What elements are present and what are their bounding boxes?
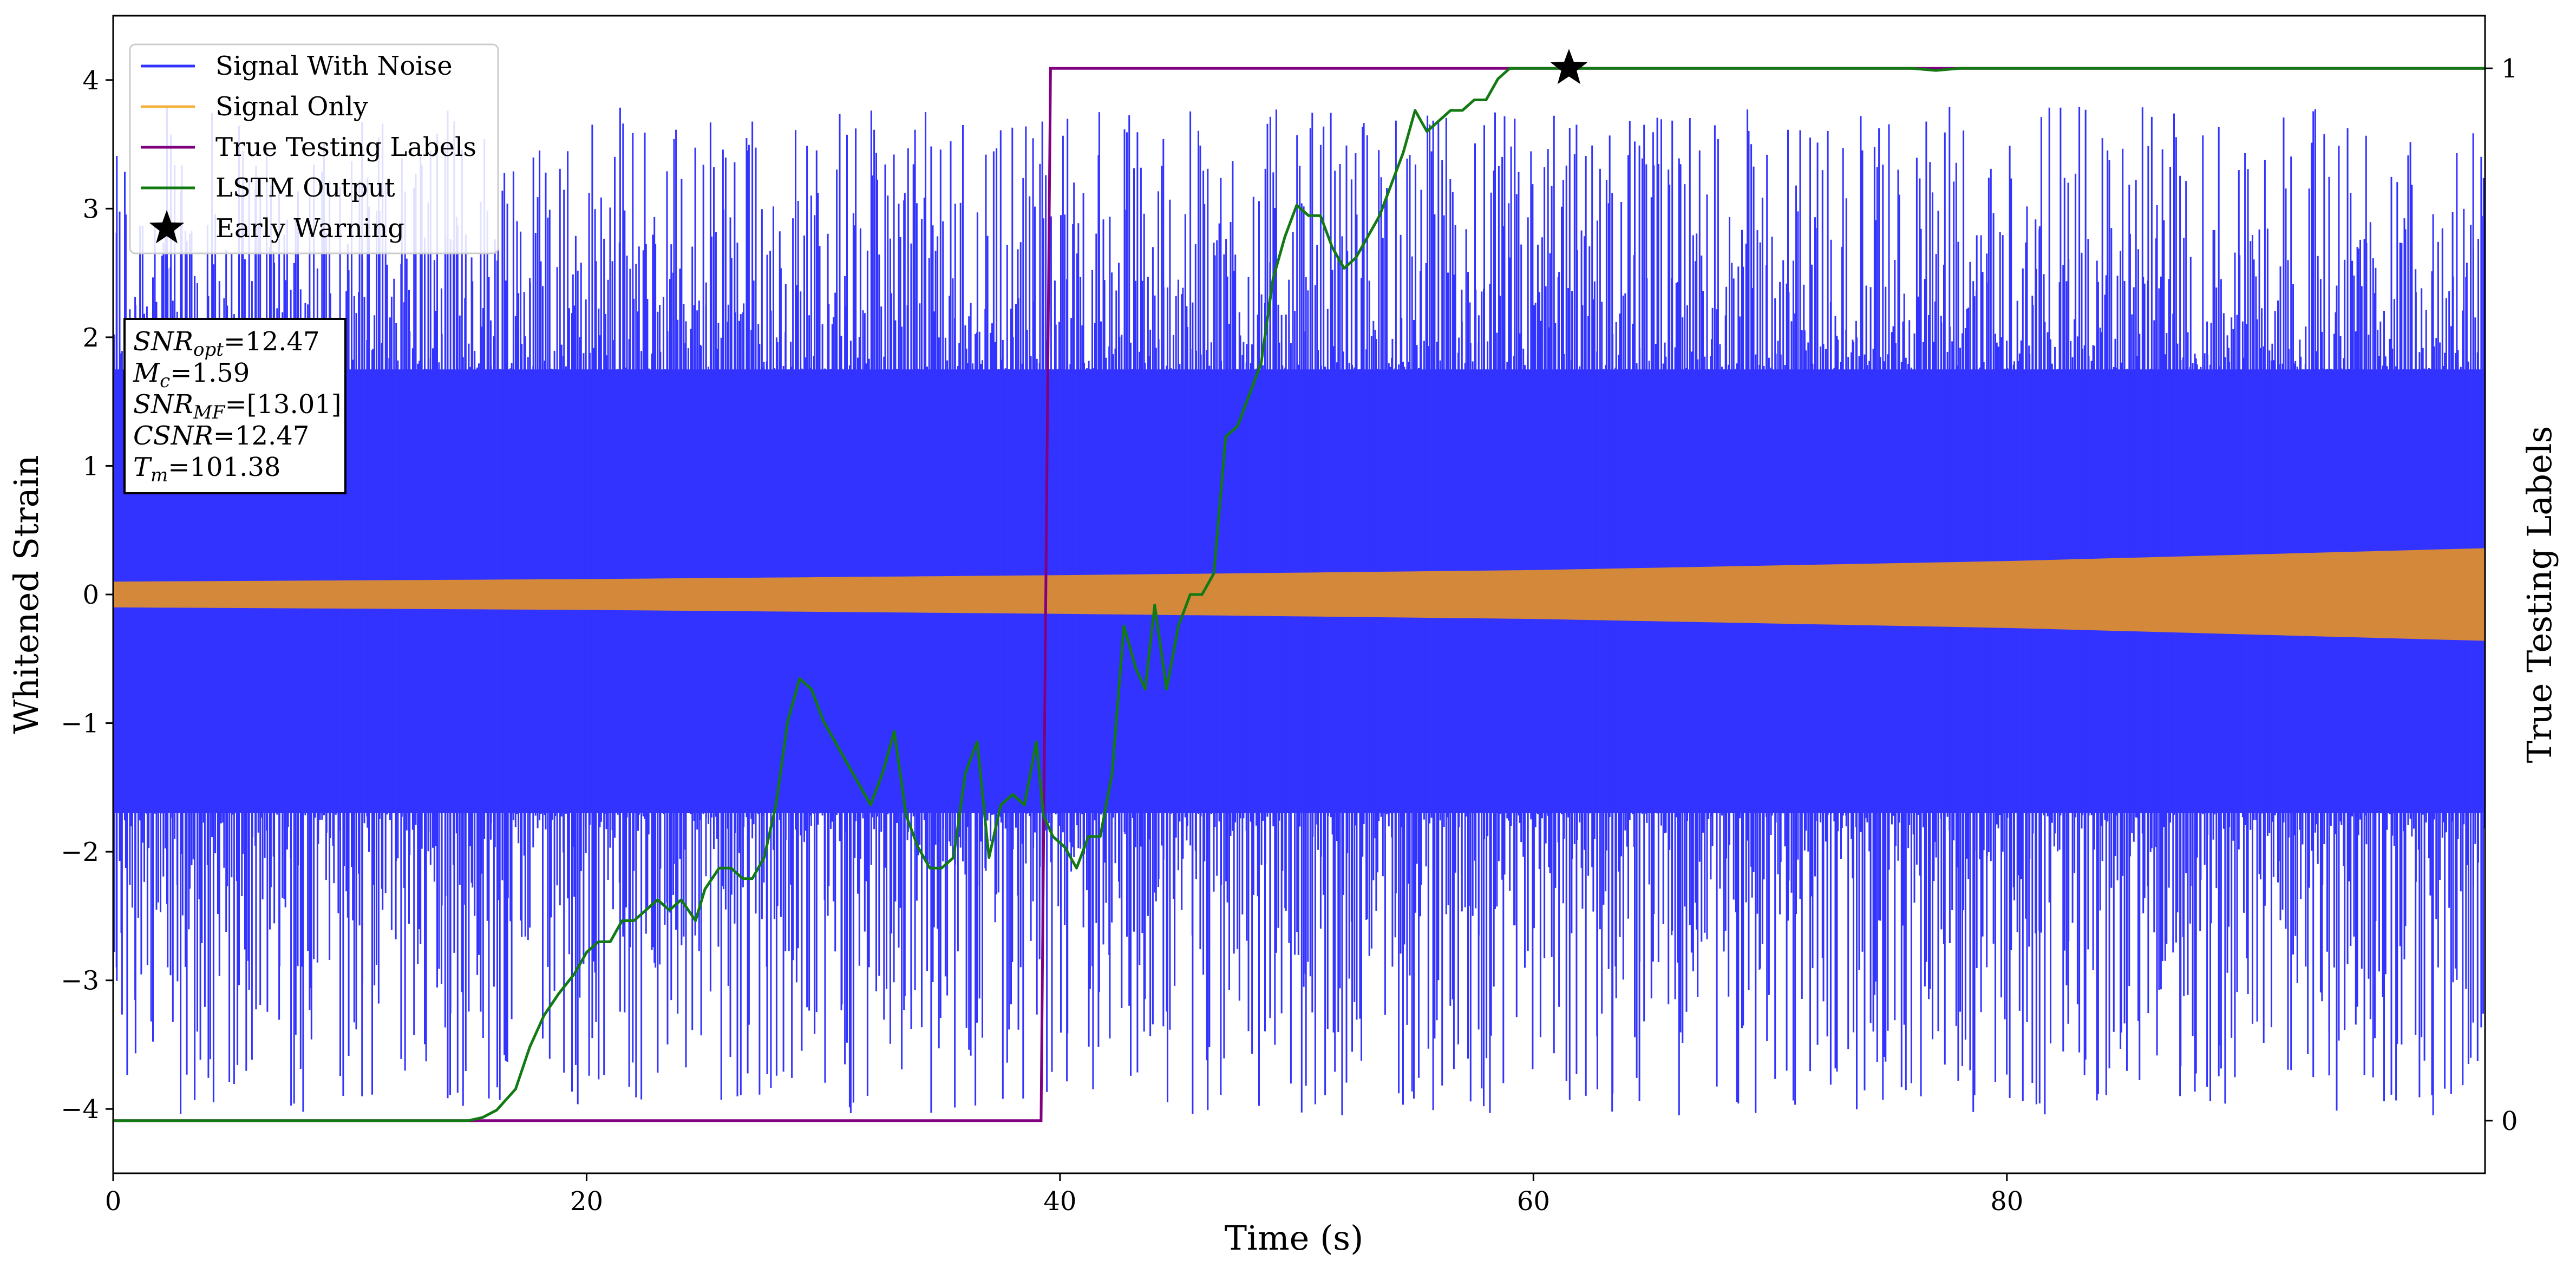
info-box-frame [123,318,346,494]
legend-label: Signal With Noise [215,51,453,81]
x-tick-label: 0 [105,1186,122,1217]
y-tick-label: 1 [82,451,99,481]
legend: Signal With Noise Signal Only True Testing… [129,43,499,254]
x-tick-label: 20 [570,1186,603,1217]
info-line: CSNR=12.47 [133,421,309,451]
series-signal-only [113,548,2485,641]
y2-tick-label: 1 [2501,54,2518,84]
signal-envelope [113,548,2485,641]
info-line: SNRopt=12.47 [133,326,320,361]
y-tick-label: −4 [61,1094,99,1125]
y-tick-label: −3 [61,966,99,996]
series-lstm-output [113,67,2485,1122]
y-tick-label: −2 [61,837,99,867]
y2-axis-label: True Testing Labels [2520,426,2559,763]
y-tick-label: 3 [82,194,99,224]
early-warning-marker [1550,49,1588,84]
y-tick-label: −1 [61,709,99,739]
y-axis-ticks: −4 −3 −2 −1 0 1 2 3 4 [61,66,113,1125]
x-tick-label: 80 [1990,1186,2023,1217]
y-tick-label: 0 [82,580,99,610]
y-tick-label: 4 [82,66,99,96]
legend-marker [149,210,185,244]
x-axis-ticks: 0 20 40 60 80 [105,1173,2023,1217]
legend-frame [129,43,499,254]
info-line: SNRMF=[13.01] [133,389,342,423]
info-annotation-box: SNRopt=12.47Mc=1.59SNRMF=[13.01]CSNR=12.… [123,318,346,494]
y2-axis-ticks: 01 [2485,54,2518,1136]
x-tick-label: 60 [1517,1186,1550,1217]
legend-label: Signal Only [215,92,368,122]
info-line: Mc=1.59 [133,358,250,392]
info-line: Tm=101.38 [133,452,280,486]
y2-tick-label: 0 [2501,1106,2518,1136]
legend-label: LSTM Output [215,173,395,203]
y-axis-label: Whitened Strain [6,455,46,734]
plot-area [113,49,2485,1122]
y-tick-label: 2 [82,323,99,353]
legend-label: True Testing Labels [215,132,476,162]
x-tick-label: 40 [1043,1186,1076,1217]
x-axis-label: Time (s) [1225,1218,1364,1258]
legend-label: Early Warning [215,213,404,244]
